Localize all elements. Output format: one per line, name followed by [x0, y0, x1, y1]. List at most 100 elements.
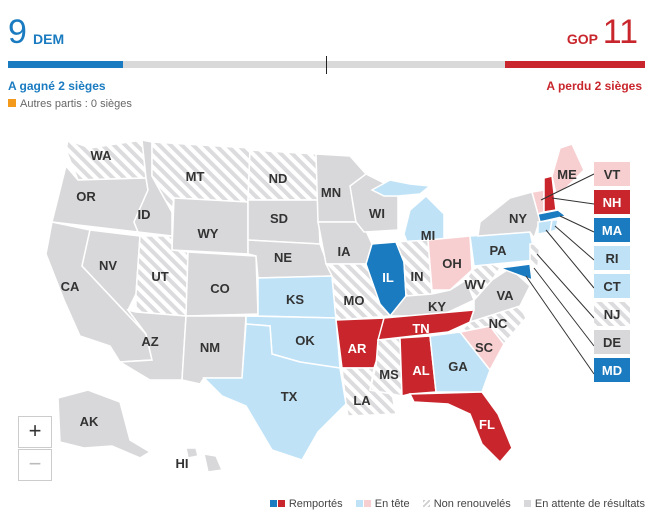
- label-ia: IA: [338, 244, 352, 259]
- label-ne: NE: [274, 250, 292, 265]
- legend-not-up-label: Non renouvelés: [433, 498, 511, 510]
- label-nv: NV: [99, 258, 117, 273]
- small-state-box-ri[interactable]: [594, 246, 630, 270]
- label-nd: ND: [269, 171, 288, 186]
- state-va[interactable]: [468, 267, 531, 324]
- callout-lines: [525, 173, 595, 375]
- state-oh[interactable]: [427, 235, 473, 291]
- others-swatch: [8, 99, 16, 107]
- label-ar: AR: [348, 341, 367, 356]
- small-state-label-ri: RI: [606, 251, 619, 266]
- small-state-box-nj[interactable]: [594, 302, 630, 326]
- label-tx: TX: [281, 389, 298, 404]
- label-mn: MN: [321, 185, 341, 200]
- state-ma[interactable]: [537, 209, 568, 223]
- zoom-in-button[interactable]: +: [18, 416, 52, 448]
- label-ut: UT: [151, 269, 168, 284]
- small-state-label-md: MD: [602, 363, 622, 378]
- label-wy: WY: [198, 226, 219, 241]
- label-ks: KS: [286, 292, 304, 307]
- state-tn[interactable]: [376, 309, 476, 341]
- small-state-label-ma: MA: [602, 223, 623, 238]
- label-in: IN: [411, 269, 424, 284]
- label-sd: SD: [270, 211, 288, 226]
- label-co: CO: [210, 281, 230, 296]
- label-ok: OK: [295, 333, 315, 348]
- label-mi: MI: [421, 228, 435, 243]
- label-ky: KY: [428, 299, 446, 314]
- zoom-out-button[interactable]: −: [18, 449, 52, 481]
- label-la: LA: [353, 393, 371, 408]
- label-ga: GA: [448, 359, 468, 374]
- label-al: AL: [412, 363, 429, 378]
- label-wv: WV: [465, 277, 486, 292]
- label-hi: HI: [176, 456, 189, 471]
- label-id: ID: [138, 207, 151, 222]
- gop-seat-count: 11: [602, 13, 638, 51]
- state-hi-2[interactable]: [203, 453, 224, 473]
- state-tx[interactable]: [202, 323, 347, 461]
- label-va: VA: [496, 288, 514, 303]
- state-ga[interactable]: [429, 331, 491, 393]
- legend-won-gop-swatch: [277, 500, 285, 507]
- state-ny[interactable]: [477, 191, 541, 240]
- small-state-box-md[interactable]: [594, 358, 630, 382]
- legend-leading: En tête: [355, 498, 410, 510]
- label-sc: SC: [475, 340, 494, 355]
- dem-label: DEM: [33, 31, 65, 47]
- small-state-box-ma[interactable]: [594, 218, 630, 242]
- label-ca: CA: [61, 279, 80, 294]
- label-ny: NY: [509, 211, 527, 226]
- label-az: AZ: [141, 334, 158, 349]
- label-or: OR: [76, 189, 96, 204]
- dem-share-fill: [8, 61, 123, 68]
- legend-hatch-swatch: [422, 500, 430, 507]
- state-la[interactable]: [341, 367, 397, 417]
- others-status: Autres partis : 0 sièges: [8, 98, 132, 110]
- label-pa: PA: [489, 243, 507, 258]
- state-ak[interactable]: [57, 389, 152, 459]
- gop-share-fill: [504, 61, 645, 68]
- small-state-label-nh: NH: [603, 195, 622, 210]
- label-ms: MS: [379, 367, 399, 382]
- small-state-label-nj: NJ: [604, 307, 621, 322]
- small-state-box-nh[interactable]: [594, 190, 630, 214]
- state-fl[interactable]: [408, 391, 513, 464]
- gop-status: A perdu 2 sièges: [546, 79, 642, 93]
- label-oh: OH: [442, 256, 462, 271]
- label-il: IL: [382, 270, 394, 285]
- state-me[interactable]: [551, 143, 585, 196]
- state-hi-1[interactable]: [185, 447, 199, 459]
- legend-won: Remportés: [269, 498, 343, 510]
- label-mt: MT: [186, 169, 205, 184]
- label-wi: WI: [369, 206, 385, 221]
- small-state-label-ct: CT: [603, 279, 620, 294]
- legend-pending-swatch: [523, 500, 531, 507]
- legend-won-label: Remportés: [288, 498, 343, 510]
- small-state-label-vt: VT: [604, 167, 621, 182]
- label-ak: AK: [80, 414, 99, 429]
- legend-lead-dem-swatch: [355, 500, 363, 507]
- small-state-box-de[interactable]: [594, 330, 630, 354]
- small-state-box-ct[interactable]: [594, 274, 630, 298]
- label-fl: FL: [479, 417, 495, 432]
- state-nj[interactable]: [529, 243, 541, 267]
- label-me: ME: [557, 167, 577, 182]
- legend-leading-label: En tête: [374, 498, 410, 510]
- small-state-boxes: VT NH MA RI CT NJ DE MD: [594, 162, 630, 382]
- dem-seat-count: 9: [8, 13, 27, 51]
- state-md[interactable]: [499, 263, 533, 282]
- legend-pending: En attente de résultats: [523, 498, 645, 510]
- small-state-box-vt[interactable]: [594, 162, 630, 186]
- dem-status: A gagné 2 sièges: [8, 79, 106, 93]
- others-text: Autres partis : 0 sièges: [20, 98, 132, 110]
- label-mo: MO: [344, 293, 365, 308]
- label-wa: WA: [91, 148, 113, 163]
- majority-marker: [326, 56, 327, 74]
- state-ri[interactable]: [549, 219, 559, 234]
- state-mi-upper[interactable]: [370, 179, 432, 197]
- label-nm: NM: [200, 340, 220, 355]
- label-nc: NC: [489, 316, 508, 331]
- gop-label: GOP: [566, 31, 598, 47]
